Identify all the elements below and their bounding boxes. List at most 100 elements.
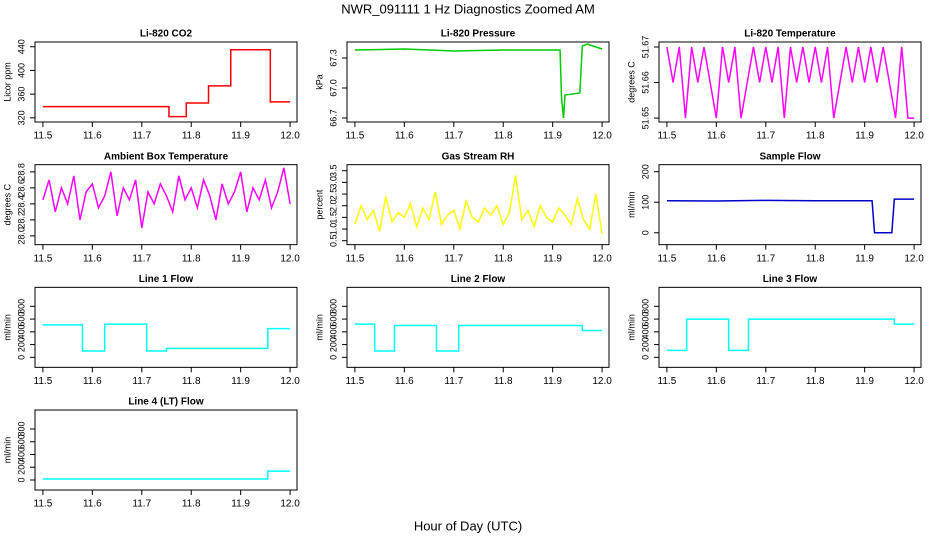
y-tick-label: 400 <box>16 324 26 339</box>
y-tick-label: 400 <box>328 324 338 339</box>
data-line <box>666 318 915 352</box>
data-line <box>42 470 291 480</box>
x-tick-label: 11.8 <box>494 253 513 264</box>
y-tick-label: 800 <box>640 299 650 314</box>
x-tick-label: 11.8 <box>494 131 513 142</box>
panel-title: Line 1 Flow <box>139 274 194 285</box>
x-tick-label: 11.6 <box>83 131 102 142</box>
y-tick-label: 360 <box>16 87 26 102</box>
x-tick-label: 11.5 <box>34 253 53 264</box>
y-tick-label: 200 <box>640 164 650 179</box>
x-tick-label: 11.6 <box>707 253 726 264</box>
panel-title: Line 4 (LT) Flow <box>128 397 204 408</box>
y-axis-label: ml/min <box>626 314 636 341</box>
plot-frame <box>346 41 610 123</box>
y-axis-label: degrees C <box>626 61 636 103</box>
y-tick-label: 800 <box>16 421 26 436</box>
y-axis-label: ml/min <box>2 314 12 341</box>
x-tick-label: 11.7 <box>132 376 151 387</box>
x-tick-label: 11.5 <box>34 499 53 510</box>
x-tick-label: 11.5 <box>34 131 53 142</box>
y-tick-label: 200 <box>16 460 26 475</box>
x-tick-label: 11.9 <box>231 253 250 264</box>
x-tick-label: 12.0 <box>280 376 300 387</box>
x-tick-label: 11.8 <box>806 131 825 142</box>
y-tick-label: 2.0 <box>328 199 338 212</box>
plot-frame <box>658 164 922 246</box>
y-tick-label: 400 <box>16 63 26 78</box>
y-tick-label: 600 <box>328 312 338 327</box>
x-tick-label: 11.9 <box>231 499 250 510</box>
x-tick-label: 11.8 <box>806 253 825 264</box>
y-tick-label: 0 <box>16 355 26 360</box>
x-tick-label: 11.5 <box>658 131 677 142</box>
y-axis-label: kPa <box>314 74 324 90</box>
x-tick-label: 11.7 <box>756 376 775 387</box>
x-tick-label: 11.5 <box>658 376 677 387</box>
y-tick-label: 3.0 <box>328 176 338 189</box>
y-tick-label: 200 <box>328 337 338 352</box>
x-tick-label: 11.8 <box>182 253 201 264</box>
y-tick-label: 800 <box>16 299 26 314</box>
x-tick-label: 11.5 <box>346 131 365 142</box>
x-tick-label: 11.9 <box>543 253 562 264</box>
plot-frame <box>346 286 610 368</box>
x-tick-label: 11.6 <box>83 499 102 510</box>
data-line <box>42 48 291 118</box>
x-tick-label: 12.0 <box>592 131 612 142</box>
data-line <box>354 43 603 119</box>
y-tick-label: 28.0 <box>16 227 26 245</box>
y-tick-label: 0 <box>328 355 338 360</box>
x-tick-label: 11.7 <box>444 131 463 142</box>
x-axis-label: Hour of Day (UTC) <box>414 518 522 533</box>
y-tick-label: 1.5 <box>328 211 338 224</box>
y-tick-label: 0.5 <box>328 234 338 247</box>
x-tick-label: 11.5 <box>34 376 53 387</box>
x-tick-label: 11.6 <box>83 253 102 264</box>
panel-title: Ambient Box Temperature <box>104 151 229 162</box>
y-tick-label: 51.65 <box>640 107 650 130</box>
y-tick-label: 28.2 <box>16 211 26 229</box>
y-tick-label: 0 <box>640 355 650 360</box>
plot-frame <box>34 409 298 491</box>
panel-title: Li-820 CO2 <box>140 29 193 40</box>
x-tick-label: 11.8 <box>806 376 825 387</box>
x-tick-label: 11.7 <box>132 253 151 264</box>
y-tick-label: 200 <box>640 337 650 352</box>
plot-frame <box>34 164 298 246</box>
y-tick-label: 0 <box>640 230 650 235</box>
data-line <box>666 46 915 119</box>
x-tick-label: 11.7 <box>756 131 775 142</box>
y-tick-label: 3.5 <box>328 164 338 177</box>
x-tick-label: 11.9 <box>855 131 874 142</box>
x-tick-label: 11.8 <box>494 376 513 387</box>
y-tick-label: 2.5 <box>328 188 338 201</box>
x-tick-label: 11.5 <box>346 376 365 387</box>
x-tick-label: 11.6 <box>83 376 102 387</box>
plot-frame <box>34 41 298 123</box>
x-tick-label: 12.0 <box>280 253 300 264</box>
y-tick-label: 66.7 <box>328 109 338 127</box>
y-tick-label: 67.0 <box>328 79 338 97</box>
panel-title: Li-820 Temperature <box>744 29 836 40</box>
x-tick-label: 11.9 <box>543 131 562 142</box>
x-tick-label: 11.6 <box>395 131 414 142</box>
y-axis-label: ml/min <box>2 437 12 464</box>
plot-frame <box>658 41 922 123</box>
x-tick-label: 11.6 <box>707 376 726 387</box>
data-line <box>42 323 291 352</box>
x-tick-label: 11.8 <box>182 376 201 387</box>
figure-title: NWR_091111 1 Hz Diagnostics Zoomed AM <box>341 1 595 16</box>
x-tick-label: 11.7 <box>444 253 463 264</box>
x-tick-label: 11.5 <box>658 253 677 264</box>
x-tick-label: 11.7 <box>132 131 151 142</box>
x-tick-label: 11.9 <box>231 376 250 387</box>
x-tick-label: 11.5 <box>346 253 365 264</box>
x-tick-label: 12.0 <box>904 131 924 142</box>
plot-frame <box>346 164 610 246</box>
data-line <box>354 323 603 352</box>
plot-frame <box>34 286 298 368</box>
x-tick-label: 12.0 <box>592 376 612 387</box>
panel-title: Sample Flow <box>759 151 820 162</box>
